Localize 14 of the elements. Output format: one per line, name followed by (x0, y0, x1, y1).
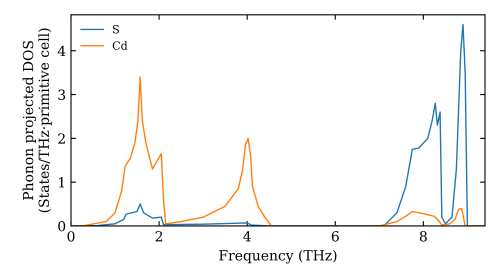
legend-label: Cd (112, 41, 128, 50)
legend-label: S (113, 25, 119, 34)
x-tick-label: 2 (156, 231, 162, 242)
y-tick-label: 4 (58, 46, 66, 56)
y-tick-label: 2 (58, 133, 65, 144)
x-tick-label: 6 (332, 231, 339, 242)
x-tick-label: 4 (243, 231, 251, 242)
y-axis-title: Phonon projected DOS (States/THz·primitive cell) (22, 28, 52, 212)
x-tick-label: 0 (67, 231, 74, 242)
y-tick-label: 0 (58, 220, 66, 232)
y-tick-label: 1 (58, 177, 64, 188)
x-tick-label: 8 (420, 231, 427, 242)
x-axis-title: Frequency (THz) (219, 250, 336, 264)
y-tick-label: 3 (58, 90, 66, 100)
